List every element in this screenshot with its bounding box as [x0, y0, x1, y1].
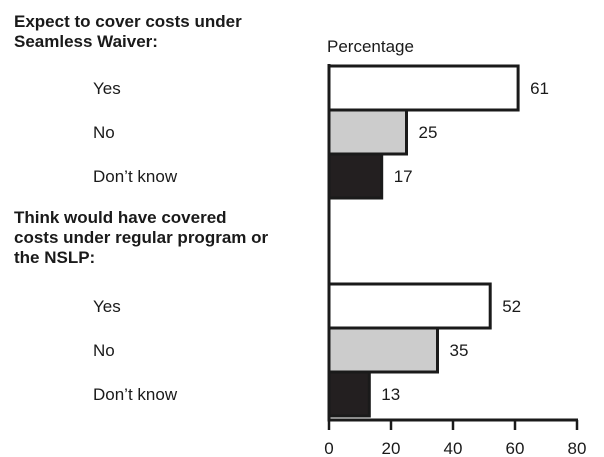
category-label: No	[93, 341, 115, 360]
category-label: Yes	[93, 79, 121, 98]
value-label: 25	[419, 123, 438, 142]
value-label: 52	[502, 297, 521, 316]
group-title-line: Think would have covered	[14, 208, 227, 227]
x-tick-label: 40	[444, 439, 463, 457]
category-label: No	[93, 123, 115, 142]
bars: Yes 61 No 25 Don’t know 17 Yes 52 No 35 Don’t know…	[93, 64, 549, 418]
axis-title: Percentage	[327, 37, 414, 56]
group-title-line: costs under regular program or	[14, 228, 268, 247]
x-tick-label: 80	[568, 439, 587, 457]
x-axis: 0 20 40 60 80	[324, 64, 586, 457]
value-label: 13	[381, 385, 400, 404]
value-label: 35	[450, 341, 469, 360]
bar-1-0	[327, 282, 492, 330]
bar-1-1	[327, 326, 439, 374]
value-label: 17	[394, 167, 413, 186]
category-label: Don’t know	[93, 167, 178, 186]
bar-0-0	[327, 64, 520, 112]
category-label: Don’t know	[93, 385, 178, 404]
value-label: 61	[530, 79, 549, 98]
group-title-line: Expect to cover costs under	[14, 12, 242, 31]
x-tick-label: 0	[324, 439, 333, 457]
bar-1-2	[327, 370, 371, 418]
x-tick-label: 60	[506, 439, 525, 457]
group-title-line: Seamless Waiver:	[14, 32, 158, 51]
category-label: Yes	[93, 297, 121, 316]
x-tick-label: 20	[382, 439, 401, 457]
bar-0-1	[327, 108, 408, 156]
bar-0-2	[327, 152, 384, 200]
group-title-line: the NSLP:	[14, 248, 95, 267]
